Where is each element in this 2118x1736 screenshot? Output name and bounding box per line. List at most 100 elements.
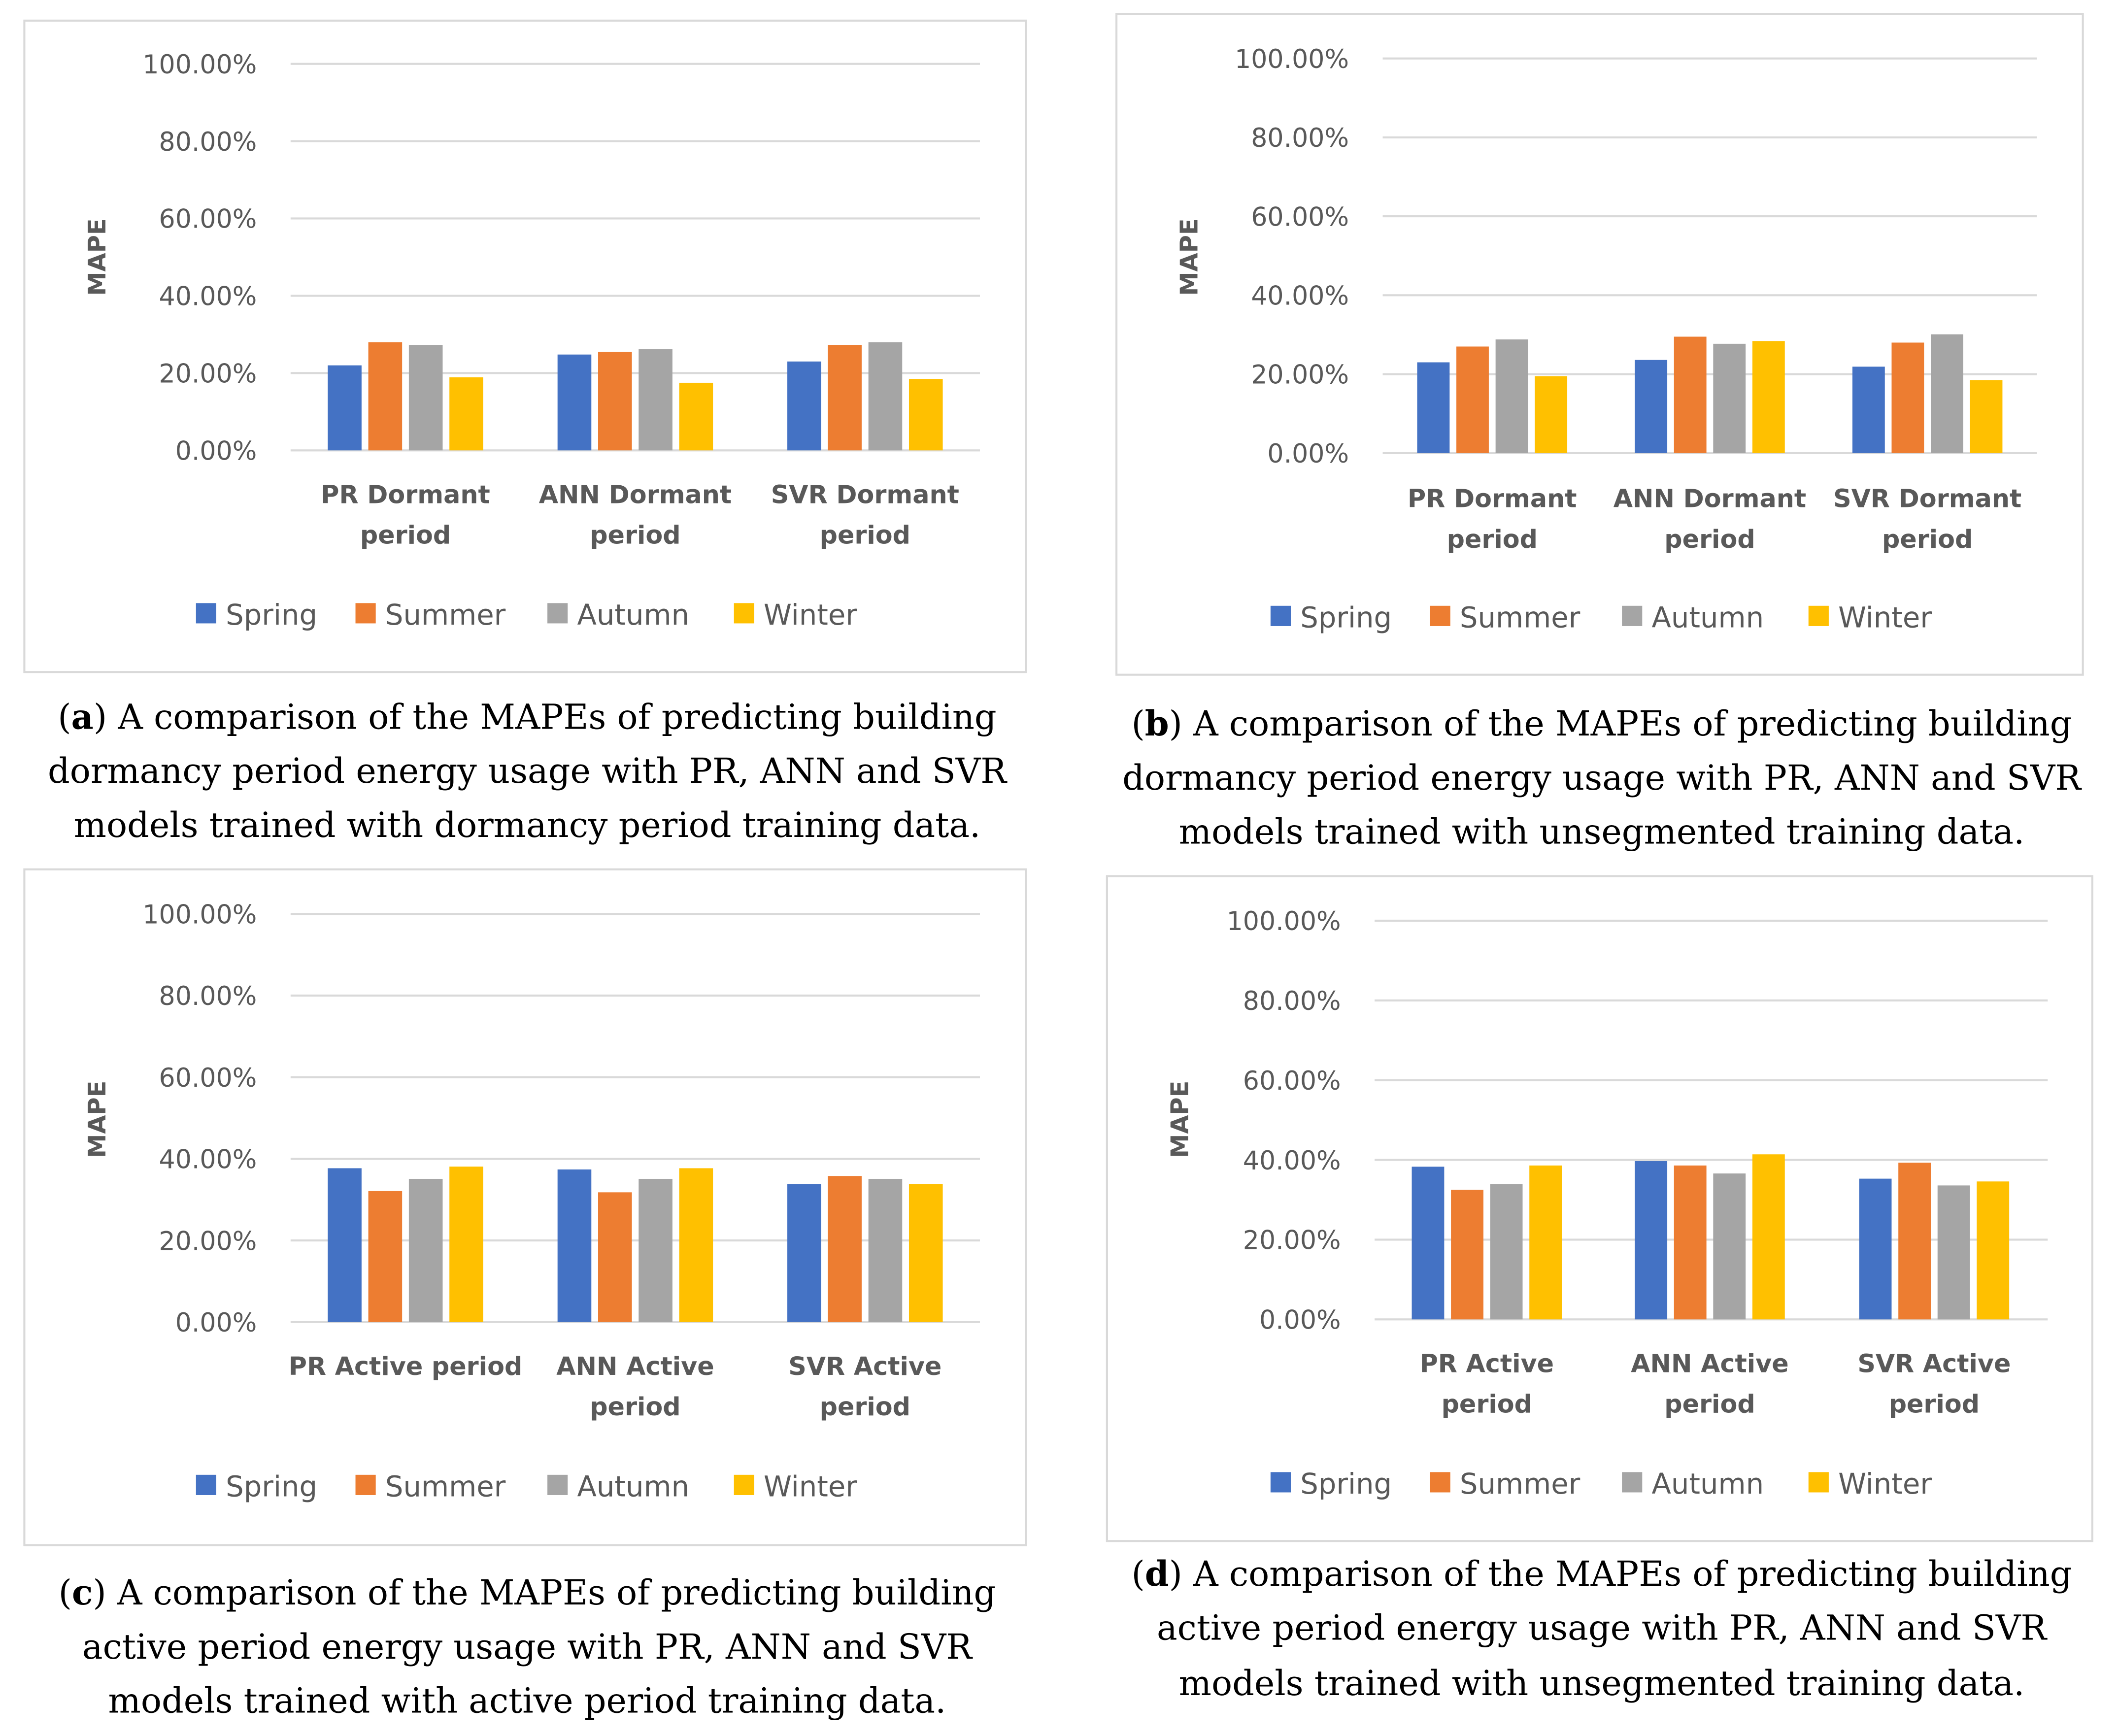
bar-spring: [787, 1184, 821, 1322]
x-category-label: PR Active period: [289, 1352, 523, 1381]
caption-line: (a) A comparison of the MAPEs of predict…: [58, 697, 996, 737]
y-axis-label: MAPE: [83, 218, 111, 296]
bar-winter: [1752, 341, 1785, 453]
x-category-label: PR Dormant: [1408, 484, 1577, 513]
bar-autumn: [868, 1178, 903, 1322]
chart-panel-c: 0.00% 20.00% 40.00% 60.00% 80.00% 100.00% MAPE…: [23, 868, 1027, 1721]
bar-summer: [598, 352, 632, 451]
caption-text: ) A comparison of the MAPEs of predictin…: [94, 697, 997, 737]
y-axis-label: MAPE: [1166, 1081, 1194, 1158]
bar-summer: [1451, 1190, 1483, 1320]
bar-summer: [368, 342, 403, 451]
bar-spring: [787, 361, 821, 451]
chart-panel-d: 0.00% 20.00% 40.00% 60.00% 80.00% 100.00% MAPE…: [1106, 875, 2093, 1703]
caption-paren: (: [59, 1573, 72, 1613]
caption-paren: (: [58, 697, 71, 737]
caption-paren: (: [1131, 1554, 1144, 1594]
bar-winter: [1529, 1165, 1562, 1320]
legend-label: Autumn: [577, 599, 689, 632]
y-tick-label: 20.00%: [159, 1227, 257, 1256]
legend-swatch-autumn: [1622, 605, 1643, 626]
bar-winter: [449, 377, 483, 451]
caption-line: active period energy usage with PR, ANN …: [1157, 1608, 2048, 1648]
legend-swatch-summer: [355, 603, 376, 624]
y-tick-label: 60.00%: [159, 205, 257, 234]
legend-label: Summer: [385, 1470, 506, 1503]
bar-autumn: [868, 342, 903, 451]
legend-label: Spring: [226, 1470, 317, 1503]
bar-winter: [1970, 380, 2003, 453]
caption-text: ) A comparison of the MAPEs of predictin…: [1169, 704, 2072, 744]
x-category-label: SVR Dormant: [1833, 484, 2021, 513]
legend-swatch-autumn: [547, 603, 568, 624]
x-category-label: ANN Active: [1631, 1349, 1788, 1378]
bar-summer: [1674, 1165, 1707, 1320]
legend-swatch-spring: [196, 1474, 216, 1495]
legend-swatch-autumn: [547, 1474, 568, 1495]
y-tick-label: 100.00%: [1235, 45, 1349, 74]
caption-line: dormancy period energy usage with PR, AN…: [48, 751, 1008, 791]
y-tick-label: 80.00%: [1243, 987, 1341, 1016]
bar-autumn: [639, 1178, 672, 1322]
bar-autumn: [1937, 1185, 1970, 1320]
legend-label: Summer: [1460, 1468, 1580, 1501]
y-tick-label: 40.00%: [1243, 1146, 1341, 1176]
bar-summer: [1898, 1163, 1931, 1320]
bar-winter: [679, 382, 713, 451]
caption-text: ) A comparison of the MAPEs of predictin…: [1169, 1554, 2072, 1594]
chart-panel-b: 0.00% 20.00% 40.00% 60.00% 80.00% 100.00% MAPE…: [1115, 13, 2084, 852]
bar-autumn: [1713, 1173, 1746, 1320]
y-tick-label: 0.00%: [175, 436, 257, 466]
bar-spring: [1635, 360, 1668, 453]
bar-winter: [1752, 1154, 1785, 1320]
x-category-label: period: [1664, 525, 1755, 554]
x-category-label: period: [820, 521, 910, 550]
x-category-label: SVR Active: [788, 1352, 941, 1381]
caption-line: models trained with active period traini…: [108, 1681, 946, 1721]
legend-swatch-spring: [1270, 605, 1291, 626]
x-category-label: period: [1889, 1390, 1980, 1419]
caption-letter: b: [1145, 703, 1169, 744]
legend-swatch-winter: [734, 603, 754, 624]
x-category-label: period: [1664, 1390, 1755, 1419]
legend-swatch-winter: [1808, 605, 1829, 626]
bar-winter: [908, 1184, 943, 1322]
x-category-label: period: [1447, 525, 1538, 554]
y-tick-label: 20.00%: [159, 360, 257, 389]
y-tick-label: 20.00%: [1243, 1226, 1341, 1256]
x-category-label: period: [360, 521, 451, 550]
bar-autumn: [1931, 334, 1963, 453]
bar-spring: [328, 365, 362, 451]
bar-autumn: [408, 345, 443, 451]
y-tick-label: 40.00%: [159, 1145, 257, 1175]
y-tick-label: 100.00%: [1227, 907, 1341, 936]
y-tick-label: 0.00%: [175, 1308, 257, 1338]
chart-panel-a: 0.00% 20.00% 40.00% 60.00% 80.00% 100.00% MAPE…: [23, 19, 1027, 845]
bar-spring: [557, 1169, 592, 1322]
bar-winter: [449, 1167, 483, 1322]
y-tick-label: 0.00%: [1259, 1306, 1341, 1335]
bar-autumn: [639, 349, 672, 451]
legend-label: Autumn: [1652, 1468, 1764, 1501]
y-tick-label: 80.00%: [159, 982, 257, 1011]
bar-spring: [1412, 1167, 1445, 1320]
y-tick-label: 100.00%: [142, 900, 257, 930]
bar-summer: [828, 1176, 862, 1322]
bar-autumn: [1495, 339, 1528, 453]
bar-winter: [679, 1168, 713, 1322]
y-tick-label: 20.00%: [1251, 361, 1349, 390]
legend-label: Spring: [1300, 601, 1392, 634]
x-category-label: SVR Dormant: [771, 480, 959, 509]
bar-summer: [1891, 342, 1924, 453]
bar-summer: [1456, 346, 1489, 453]
x-category-label: period: [1442, 1390, 1532, 1419]
y-tick-label: 100.00%: [142, 50, 257, 80]
y-tick-label: 40.00%: [159, 282, 257, 312]
legend-label: Autumn: [577, 1470, 689, 1503]
legend-label: Winter: [764, 1470, 857, 1503]
x-category-label: period: [1882, 525, 1973, 554]
legend-label: Winter: [764, 599, 857, 632]
legend-swatch-winter: [1808, 1472, 1829, 1493]
legend-swatch-spring: [196, 603, 216, 624]
caption-line: (d) A comparison of the MAPEs of predict…: [1131, 1554, 2072, 1594]
